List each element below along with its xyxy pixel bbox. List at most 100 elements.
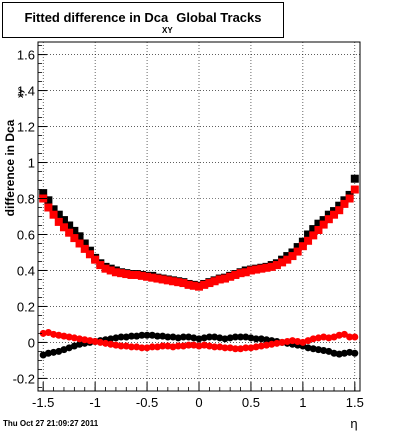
data-point xyxy=(351,349,359,357)
chart-title-box: Fitted difference in Dca Global Tracks XY xyxy=(2,2,284,38)
data-point xyxy=(65,228,74,237)
data-point xyxy=(184,280,193,289)
data-point xyxy=(226,344,234,352)
data-point xyxy=(345,194,354,203)
data-point xyxy=(143,272,152,281)
data-point xyxy=(335,201,344,210)
data-point xyxy=(117,342,125,350)
data-point xyxy=(241,268,250,277)
data-point xyxy=(70,226,79,235)
data-point xyxy=(91,338,99,346)
data-point xyxy=(54,210,63,219)
data-point xyxy=(138,344,146,352)
data-point xyxy=(226,334,234,342)
data-point xyxy=(325,334,333,342)
data-point xyxy=(309,225,318,234)
data-point xyxy=(252,343,260,351)
data-point xyxy=(81,336,89,344)
data-point xyxy=(153,332,161,340)
data-point xyxy=(257,342,265,350)
data-point xyxy=(263,336,271,344)
timestamp: Thu Oct 27 21:09:27 2011 xyxy=(3,419,99,428)
data-point xyxy=(179,342,187,350)
data-point xyxy=(96,261,105,270)
data-point xyxy=(185,333,193,341)
data-point xyxy=(257,335,265,343)
data-point xyxy=(340,199,349,208)
data-point xyxy=(211,333,219,341)
data-point xyxy=(112,334,120,342)
data-point xyxy=(102,339,110,347)
data-point xyxy=(273,339,281,347)
data-point xyxy=(226,272,235,281)
y-tick-label: 0.6 xyxy=(17,227,35,242)
data-point xyxy=(60,332,68,340)
data-point xyxy=(350,174,359,183)
data-point xyxy=(50,330,58,338)
data-point xyxy=(346,333,354,341)
chart-title-suffix: Global Tracks xyxy=(176,10,262,25)
data-point xyxy=(75,239,84,248)
data-point xyxy=(159,342,167,350)
data-point xyxy=(80,239,89,248)
data-point xyxy=(200,341,208,349)
data-point xyxy=(50,348,58,356)
data-point xyxy=(86,337,94,345)
data-point xyxy=(288,337,296,345)
data-point xyxy=(220,274,229,283)
data-point xyxy=(133,343,141,351)
data-point xyxy=(298,242,307,251)
data-point xyxy=(159,332,167,340)
chart-title-main: Fitted difference in Dca xyxy=(24,10,169,25)
data-point xyxy=(314,225,323,234)
data-point xyxy=(319,220,328,229)
data-point xyxy=(179,333,187,341)
data-point xyxy=(304,236,313,245)
data-point xyxy=(267,262,276,271)
data-point xyxy=(309,231,318,240)
data-point xyxy=(247,344,255,352)
data-point xyxy=(221,344,229,352)
data-point xyxy=(76,335,84,343)
data-point xyxy=(195,342,203,350)
x-tick-label: 0 xyxy=(195,395,202,410)
x-tick-label: -1 xyxy=(89,395,101,410)
y-tick-label: 0.2 xyxy=(17,299,35,314)
data-point xyxy=(70,334,78,342)
y-tick-label: 0.4 xyxy=(17,263,35,278)
y-axis-label: difference in Dca xyxy=(3,119,17,216)
data-point xyxy=(278,338,286,346)
x-tick-label: 1 xyxy=(299,395,306,410)
data-point xyxy=(85,250,94,259)
data-point xyxy=(174,342,182,350)
data-point xyxy=(231,345,239,353)
data-point xyxy=(44,203,53,212)
data-point xyxy=(293,243,302,252)
y-tick-label: 0 xyxy=(28,335,35,350)
x-tick-label: -1.5 xyxy=(32,395,54,410)
data-point xyxy=(55,331,63,339)
data-point xyxy=(179,279,188,288)
x-tick-label: 0.5 xyxy=(242,395,260,410)
chart-title-subscript: XY xyxy=(162,26,173,35)
data-point xyxy=(91,255,100,264)
data-point xyxy=(106,266,115,275)
data-point xyxy=(96,338,104,346)
data-point xyxy=(340,349,348,357)
data-point xyxy=(75,232,84,241)
data-point xyxy=(268,340,276,348)
data-point xyxy=(65,221,74,230)
data-point xyxy=(39,329,47,337)
data-point xyxy=(262,263,271,272)
data-point xyxy=(314,219,323,228)
data-point xyxy=(164,333,172,341)
data-point xyxy=(54,217,63,226)
data-point xyxy=(148,273,157,282)
data-point xyxy=(288,252,297,261)
data-point xyxy=(242,344,250,352)
data-point xyxy=(117,269,126,278)
data-point xyxy=(346,348,354,356)
data-point xyxy=(210,277,219,286)
y-tick-label: 1 xyxy=(28,156,35,171)
